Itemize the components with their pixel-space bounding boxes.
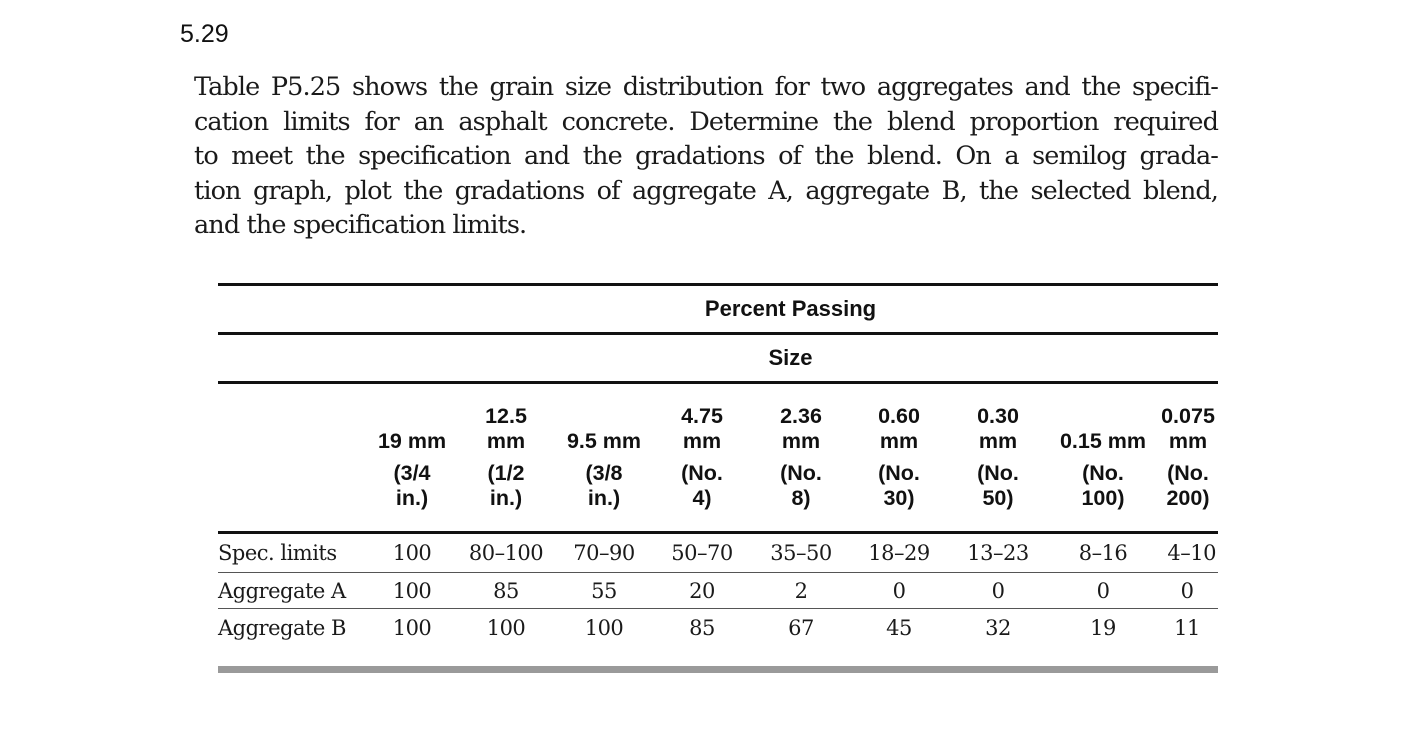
table-cell: 85 — [689, 616, 715, 640]
column-header-0-30mm: 0.30 mm (No. 50) — [948, 404, 1048, 511]
table-cell: 85 — [493, 578, 519, 603]
row-divider — [218, 572, 1218, 573]
sieve-line: in.) — [395, 486, 429, 510]
row-label: Spec. limits — [218, 541, 337, 565]
table-row-aggregate-b: Aggregate B 100 100 100 85 67 45 32 19 1… — [218, 609, 1218, 647]
table-rule — [218, 332, 1218, 335]
table-top-rule — [218, 283, 1218, 286]
table-cell: 67 — [788, 616, 814, 640]
table-cell: 50–70 — [671, 541, 733, 565]
size-line: mm — [486, 429, 526, 453]
table-cell: 100 — [392, 541, 432, 565]
row-label: Aggregate B — [218, 616, 346, 640]
size-line: 2.36 — [780, 404, 822, 428]
problem-text-line: to meet the specification and the gradat… — [194, 141, 1219, 171]
column-header-9-5mm: 9.5 mm (3/8 in.) — [556, 404, 652, 511]
table-cell: 100 — [486, 616, 526, 640]
column-header-0-60mm: 0.60 mm (No. 30) — [850, 404, 948, 511]
sieve-line: 200) — [1166, 486, 1210, 510]
table-cell: 18–29 — [868, 541, 930, 565]
sieve-line: (3/8 — [585, 461, 623, 485]
table-cell: 19 — [1090, 616, 1116, 640]
sieve-line: (3/4 — [393, 461, 431, 485]
sieve-line: (No. — [780, 461, 822, 485]
table-row-spec-limits: Spec. limits 100 80–100 70–90 50–70 35–5… — [218, 534, 1218, 572]
table-cell: 8–16 — [1078, 541, 1128, 565]
size-line: mm — [1168, 429, 1208, 453]
column-header-19mm: 19 mm (3/4 in.) — [368, 404, 456, 511]
size-line: 19 mm — [377, 429, 447, 453]
table-super-header: Percent Passing — [704, 296, 877, 321]
column-header-4-75mm: 4.75 mm (No. 4) — [652, 404, 752, 511]
column-header-2-36mm: 2.36 mm (No. 8) — [752, 404, 850, 511]
sieve-line: in.) — [587, 486, 621, 510]
table-header-bottom-rule — [218, 531, 1218, 534]
table-cell: 2 — [794, 578, 808, 603]
row-label: Aggregate A — [218, 578, 346, 603]
table-rule — [218, 381, 1218, 384]
sieve-line: in.) — [489, 486, 523, 510]
size-line: 0.15 mm — [1059, 429, 1147, 453]
table-bottom-rule — [218, 666, 1218, 673]
size-line: 12.5 — [485, 404, 527, 428]
sieve-line: 100) — [1081, 486, 1125, 510]
table-cell: 100 — [392, 578, 432, 603]
sieve-line: (No. — [1167, 461, 1209, 485]
sieve-line: 50) — [982, 486, 1014, 510]
sieve-line: (No. — [681, 461, 723, 485]
table-cell: 100 — [584, 616, 624, 640]
size-line: 0.30 — [977, 404, 1019, 428]
table-cell: 45 — [886, 616, 912, 640]
column-header-0-15mm: 0.15 mm (No. 100) — [1048, 404, 1158, 511]
column-headers: 19 mm (3/4 in.) 12.5 mm (1/2 in.) 9.5 mm (3… — [218, 384, 1218, 531]
size-line: mm — [682, 429, 722, 453]
table-cell: 0 — [892, 578, 906, 603]
table-cell: 32 — [985, 616, 1011, 640]
problem-text-line: tion graph, plot the gradations of aggre… — [194, 175, 1219, 206]
sieve-line: (1/2 — [487, 461, 525, 485]
table-cell: 13–23 — [967, 541, 1029, 565]
size-line: mm — [978, 429, 1018, 453]
table-cell: 11 — [1174, 616, 1200, 640]
table-cell: 100 — [392, 616, 432, 640]
size-line: 0.075 — [1161, 404, 1215, 428]
table-cell: 0 — [991, 578, 1005, 603]
column-header-0-075mm: 0.075 mm (No. 200) — [1158, 404, 1218, 511]
table-cell: 80–100 — [468, 541, 544, 565]
table-cell: 0 — [1180, 578, 1194, 603]
sieve-line: 8) — [791, 486, 811, 510]
table-cell: 55 — [591, 578, 617, 603]
sieve-line: (No. — [878, 461, 920, 485]
sieve-line: 30) — [883, 486, 915, 510]
problem-text-line: Table P5.25 shows the grain size distrib… — [194, 72, 1219, 102]
table-cell: 20 — [689, 578, 715, 603]
sieve-line: (No. — [1082, 461, 1124, 485]
problem-text-line: and the specification limits. — [194, 210, 527, 240]
size-line: 4.75 — [681, 404, 723, 428]
problem-statement: Table P5.25 shows the grain size distrib… — [194, 70, 1219, 243]
table-cell: 4–10 — [1167, 541, 1216, 565]
problem-text-line: cation limits for an asphalt concrete. D… — [194, 106, 1219, 137]
row-divider — [218, 608, 1218, 609]
sieve-line: (No. — [977, 461, 1019, 485]
column-header-12-5mm: 12.5 mm (1/2 in.) — [456, 404, 556, 511]
table-row-aggregate-a: Aggregate A 100 85 55 20 2 0 0 0 0 — [218, 573, 1218, 608]
problem-number: 5.29 — [180, 20, 229, 48]
table-cell: 70–90 — [573, 541, 635, 565]
sieve-line: 4) — [692, 486, 712, 510]
size-line: 9.5 mm — [566, 429, 642, 453]
table-cell: 35–50 — [770, 541, 832, 565]
size-line: mm — [879, 429, 919, 453]
table-sub-header: Size — [768, 345, 813, 370]
table-cell: 0 — [1096, 578, 1110, 603]
size-line: 0.60 — [878, 404, 920, 428]
table-bottom-spacer — [218, 647, 1218, 666]
size-line: mm — [781, 429, 821, 453]
gradation-table: Percent Passing Size 19 mm (3/4 in.) 12.5… — [218, 283, 1218, 673]
